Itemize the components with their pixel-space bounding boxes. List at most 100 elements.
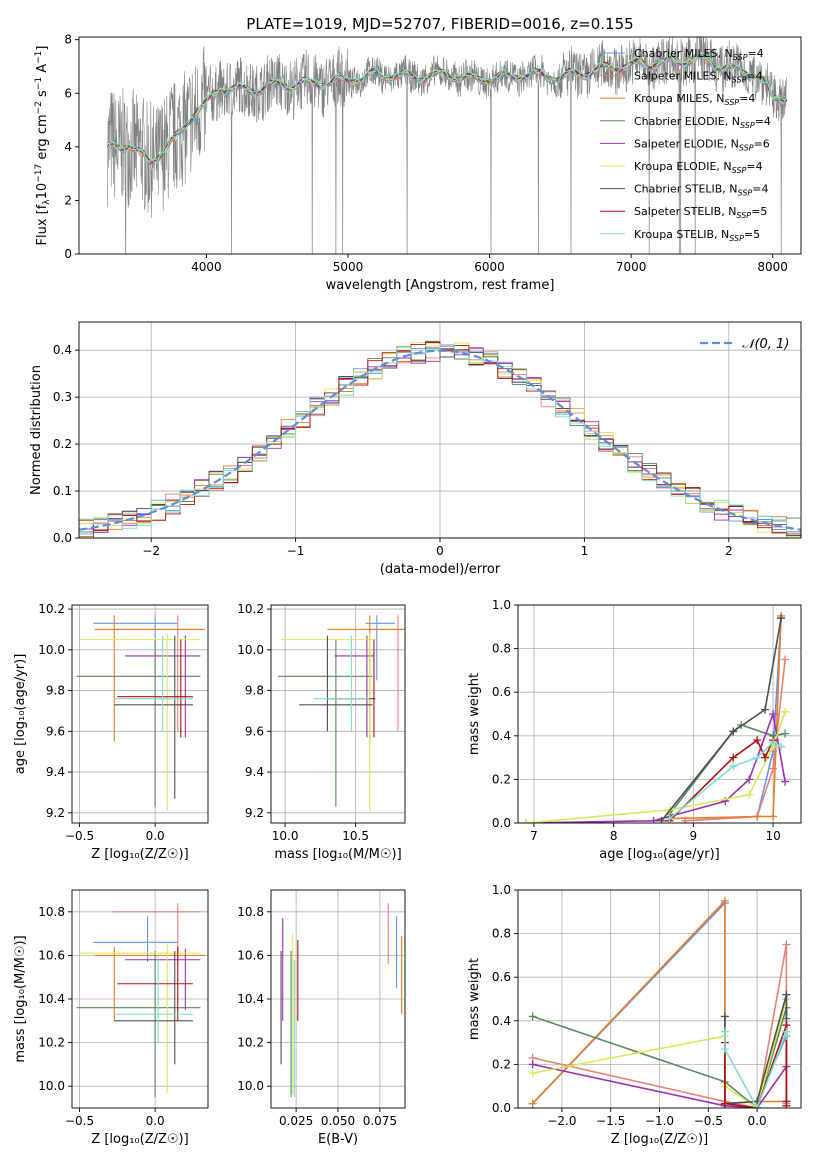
y-axis-label: mass weight bbox=[467, 673, 482, 755]
y-tick-label: 8 bbox=[64, 33, 72, 47]
y-tick-label: 0.3 bbox=[53, 390, 72, 404]
y-tick-label: 9.6 bbox=[46, 724, 65, 738]
x-tick-label: 10 bbox=[765, 829, 780, 843]
series-marker bbox=[769, 738, 778, 747]
x-tick-label: 6000 bbox=[474, 260, 505, 274]
y-tick-label: 9.8 bbox=[46, 684, 65, 698]
mass-vs-metallicity-panel: −0.5 0.0 10.0 10.2 10.4 10.6 10.8 Z [log₁₀(Z/Z☉… bbox=[13, 889, 209, 1147]
age-vs-mass-panel: 10.0 10.5 9.2 9.4 9.6 9.8 10.0 10.2 mass [log₁₀(… bbox=[237, 602, 406, 862]
series-marker bbox=[777, 742, 786, 751]
series-line bbox=[525, 711, 786, 823]
series-marker bbox=[729, 727, 738, 736]
series-marker bbox=[753, 753, 762, 762]
series-line bbox=[668, 738, 774, 822]
x-tick-label: 0.075 bbox=[363, 1114, 397, 1128]
x-axis-label: age [log₁₀(age/yr)] bbox=[599, 847, 720, 862]
y-tick-label: 9.2 bbox=[245, 806, 264, 820]
y-tick-label: 10.6 bbox=[237, 948, 264, 962]
series-line bbox=[669, 615, 782, 820]
y-tick-label: 0.0 bbox=[53, 531, 72, 545]
legend-entry: 𝒩(0, 1) bbox=[742, 337, 789, 352]
series-marker bbox=[781, 729, 790, 738]
x-tick-label: 9 bbox=[690, 829, 698, 843]
series-line bbox=[724, 1031, 788, 1108]
y-tick-label: 0.0 bbox=[492, 1101, 511, 1115]
x-tick-label: −0.5 bbox=[694, 1114, 723, 1128]
x-axis-label: Z [log₁₀(Z/Z☉)] bbox=[91, 847, 188, 862]
y-tick-label: 0.2 bbox=[53, 437, 72, 451]
x-tick-label: 10.0 bbox=[272, 829, 299, 843]
series-marker bbox=[745, 775, 754, 784]
histogram-step-line bbox=[79, 344, 801, 533]
y-tick-label: 10.4 bbox=[237, 992, 264, 1006]
y-tick-label: 6 bbox=[64, 86, 72, 100]
series-marker bbox=[528, 1012, 537, 1021]
series-marker bbox=[781, 777, 790, 786]
x-tick-label: −1.5 bbox=[596, 1114, 625, 1128]
x-tick-label: 1 bbox=[581, 544, 589, 558]
y-tick-label: 9.4 bbox=[46, 765, 65, 779]
y-axis-label: mass [log₁₀(M/M☉)] bbox=[13, 935, 28, 1062]
y-tick-label: 9.6 bbox=[245, 724, 264, 738]
y-tick-label: 0.8 bbox=[492, 927, 511, 941]
series-marker bbox=[782, 1101, 791, 1108]
axes-frame bbox=[517, 604, 802, 824]
plot-area bbox=[76, 903, 205, 1098]
series-marker bbox=[657, 816, 666, 823]
x-tick-label: 5000 bbox=[333, 260, 364, 274]
y-tick-label: 10.0 bbox=[38, 1079, 65, 1093]
series-marker bbox=[753, 812, 762, 821]
y-tick-label: 10.0 bbox=[237, 1079, 264, 1093]
series-marker bbox=[720, 1027, 729, 1036]
x-tick-label: −2 bbox=[142, 544, 160, 558]
plot-area bbox=[278, 615, 405, 811]
series-marker bbox=[782, 1032, 791, 1041]
series-marker bbox=[769, 710, 778, 718]
x-tick-label: 8000 bbox=[757, 260, 788, 274]
y-tick-label: 0.4 bbox=[53, 343, 72, 357]
y-tick-label: 10.4 bbox=[38, 992, 65, 1006]
series-marker bbox=[781, 655, 790, 664]
series-marker bbox=[729, 762, 738, 771]
x-tick-label: −0.5 bbox=[65, 829, 94, 843]
x-axis-label: (data-model)/error bbox=[380, 562, 501, 577]
series-marker bbox=[528, 1099, 537, 1108]
x-axis-label: Z [log₁₀(Z/Z☉)] bbox=[611, 1132, 708, 1147]
x-tick-label: 0.050 bbox=[321, 1114, 355, 1128]
legend-entry: Chabrier STELIB, NSSP=4 bbox=[634, 183, 768, 198]
legend-entry: Kroupa STELIB, NSSP=5 bbox=[634, 228, 760, 243]
legend-entry: Kroupa ELODIE, NSSP=4 bbox=[634, 160, 763, 175]
legend-entry: Salpeter STELIB, NSSP=5 bbox=[634, 205, 767, 220]
y-tick-label: 10.2 bbox=[237, 602, 264, 616]
y-tick-label: 9.2 bbox=[46, 806, 65, 820]
series-marker bbox=[769, 812, 778, 821]
axes-frame bbox=[78, 36, 802, 255]
y-axis-label: mass weight bbox=[467, 958, 482, 1040]
series-marker bbox=[753, 1104, 762, 1108]
y-tick-label: 10.0 bbox=[38, 643, 65, 657]
age-vs-metallicity-panel: −0.5 0.0 9.2 9.4 9.6 9.8 10.0 10.2 Z [log₁₀(Z/Z☉… bbox=[13, 602, 209, 862]
x-tick-label: 7 bbox=[530, 829, 538, 843]
y-axis-label: Normed distribution bbox=[29, 365, 44, 495]
x-tick-label: −0.5 bbox=[65, 1114, 94, 1128]
y-tick-label: 10.8 bbox=[237, 905, 264, 919]
model-fit-line bbox=[107, 51, 788, 164]
x-tick-label: 2 bbox=[725, 544, 733, 558]
series-marker bbox=[745, 790, 754, 799]
legend-entry: Chabrier MILES, NSSP=4 bbox=[634, 47, 764, 62]
series-line bbox=[724, 1024, 788, 1108]
y-tick-label: 10.8 bbox=[38, 905, 65, 919]
mass-weight-vs-metallicity-panel: −2.0 −1.5 −1.0 −0.5 0.0 0.0 0.2 0.4 0.6 0.8 1.0 Z [… bbox=[467, 883, 802, 1147]
series-line bbox=[525, 710, 786, 823]
x-tick-label: 4000 bbox=[191, 260, 222, 274]
x-axis-label: E(B-V) bbox=[318, 1132, 358, 1147]
legend-entry: Chabrier ELODIE, NSSP=4 bbox=[634, 115, 771, 130]
series-marker bbox=[720, 1099, 729, 1108]
model-fit-line bbox=[107, 53, 787, 163]
y-tick-label: 0.4 bbox=[492, 729, 511, 743]
legend-entry: Salpeter ELODIE, NSSP=6 bbox=[634, 137, 770, 152]
y-tick-label: 9.8 bbox=[245, 684, 264, 698]
y-tick-label: 10.2 bbox=[237, 1036, 264, 1050]
y-tick-label: 0 bbox=[64, 247, 72, 261]
y-tick-label: 0.8 bbox=[492, 642, 511, 656]
